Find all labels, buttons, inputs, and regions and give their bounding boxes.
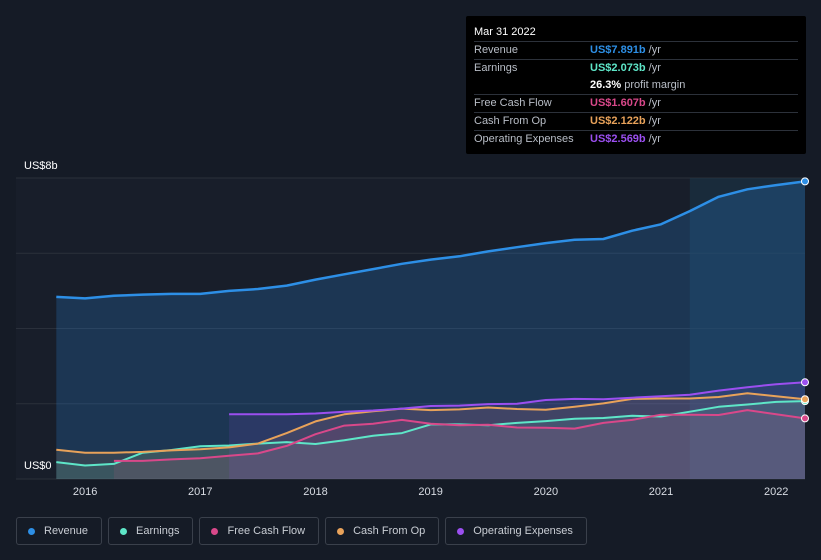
legend-dot-icon (211, 527, 219, 535)
x-tick-label: 2021 (649, 486, 673, 498)
y-axis-top-label: US$8b (24, 160, 58, 172)
tooltip-unit: /yr (648, 133, 661, 145)
tooltip-unit: profit margin (624, 79, 686, 91)
tooltip-value: US$2.122b (590, 115, 646, 127)
x-axis-ticks: 2016 2017 2018 2019 2020 2021 2022 (73, 486, 789, 498)
x-tick-label: 2017 (188, 486, 212, 498)
revenue-end-point (801, 177, 809, 186)
tooltip-label (474, 77, 590, 94)
grid-lines (16, 177, 805, 480)
series-lines (56, 180, 806, 467)
tooltip-row-free-cash-flow: Free Cash Flow US$1.607b /yr (474, 94, 798, 112)
cash-from-op-line (56, 392, 806, 454)
tooltip-label: Free Cash Flow (474, 97, 552, 109)
tooltip-date: Mar 31 2022 (474, 26, 536, 38)
legend-dot-icon (28, 527, 35, 535)
tooltip-value: US$7.891b (590, 44, 646, 56)
tooltip-unit: /yr (648, 44, 661, 56)
highlight-band (689, 178, 805, 479)
tooltip-unit: /yr (648, 115, 661, 127)
free-cash-flow-area (113, 410, 805, 479)
cash-from-op-area (56, 393, 806, 479)
tooltip-row-profit-margin: 26.3% profit margin (474, 77, 798, 94)
tooltip-unit: /yr (648, 97, 661, 109)
tooltip-row-revenue: Revenue US$7.891b /yr (474, 41, 798, 59)
x-tick-label: 2018 (303, 486, 327, 498)
legend-item-cash-from-op[interactable]: Cash From Op (325, 517, 440, 545)
series-end-dots (801, 177, 809, 423)
legend-label: Free Cash Flow (227, 525, 306, 537)
tooltip-value: US$2.073b (590, 62, 646, 74)
tooltip-label: Cash From Op (474, 115, 547, 127)
revenue-line (56, 180, 806, 300)
x-tick-label: 2020 (534, 486, 558, 498)
operating-expenses-line (229, 381, 806, 416)
tooltip-value: US$1.607b (590, 97, 646, 109)
tooltip-unit: /yr (648, 62, 661, 74)
y-axis-bottom-label: US$0 (24, 460, 52, 472)
legend-item-operating-expenses[interactable]: Operating Expenses (445, 517, 587, 545)
tooltip-label: Operating Expenses (474, 133, 574, 145)
legend-label: Cash From Op (353, 525, 426, 537)
tooltip-panel: Mar 31 2022 Revenue US$7.891b /yr Earnin… (466, 16, 806, 154)
tooltip-value: US$2.569b (590, 133, 646, 145)
legend-dot-icon (337, 527, 345, 535)
tooltip-row-cash-from-op: Cash From Op US$2.122b /yr (474, 112, 798, 130)
legend-label: Revenue (44, 525, 89, 537)
operating-expenses-end-point (801, 378, 809, 387)
operating-expenses-area (229, 382, 806, 479)
free-cash-flow-end-point (801, 414, 809, 423)
legend-dot-icon (457, 527, 465, 535)
legend-item-revenue[interactable]: Revenue (16, 517, 103, 545)
x-tick-label: 2016 (73, 486, 97, 498)
x-tick-label: 2022 (764, 486, 788, 498)
cash-from-op-end-point (801, 395, 809, 404)
x-tick-label: 2019 (418, 486, 442, 498)
tooltip-row-operating-expenses: Operating Expenses US$2.569b /yr (474, 130, 798, 148)
legend-item-earnings[interactable]: Earnings (108, 517, 194, 545)
tooltip-value: 26.3% (590, 79, 622, 91)
legend-dot-icon (120, 527, 128, 535)
tooltip-row-earnings: Earnings US$2.073b /yr (474, 59, 798, 77)
free-cash-flow-line (113, 409, 806, 462)
tooltip-label: Earnings (474, 62, 518, 74)
legend-item-free-cash-flow[interactable]: Free Cash Flow (199, 517, 320, 545)
tooltip-label: Revenue (474, 44, 519, 56)
legend-label: Operating Expenses (473, 525, 573, 537)
revenue-area (56, 181, 806, 479)
legend-label: Earnings (136, 525, 180, 537)
legend: Revenue Earnings Free Cash Flow Cash Fro… (16, 517, 587, 545)
